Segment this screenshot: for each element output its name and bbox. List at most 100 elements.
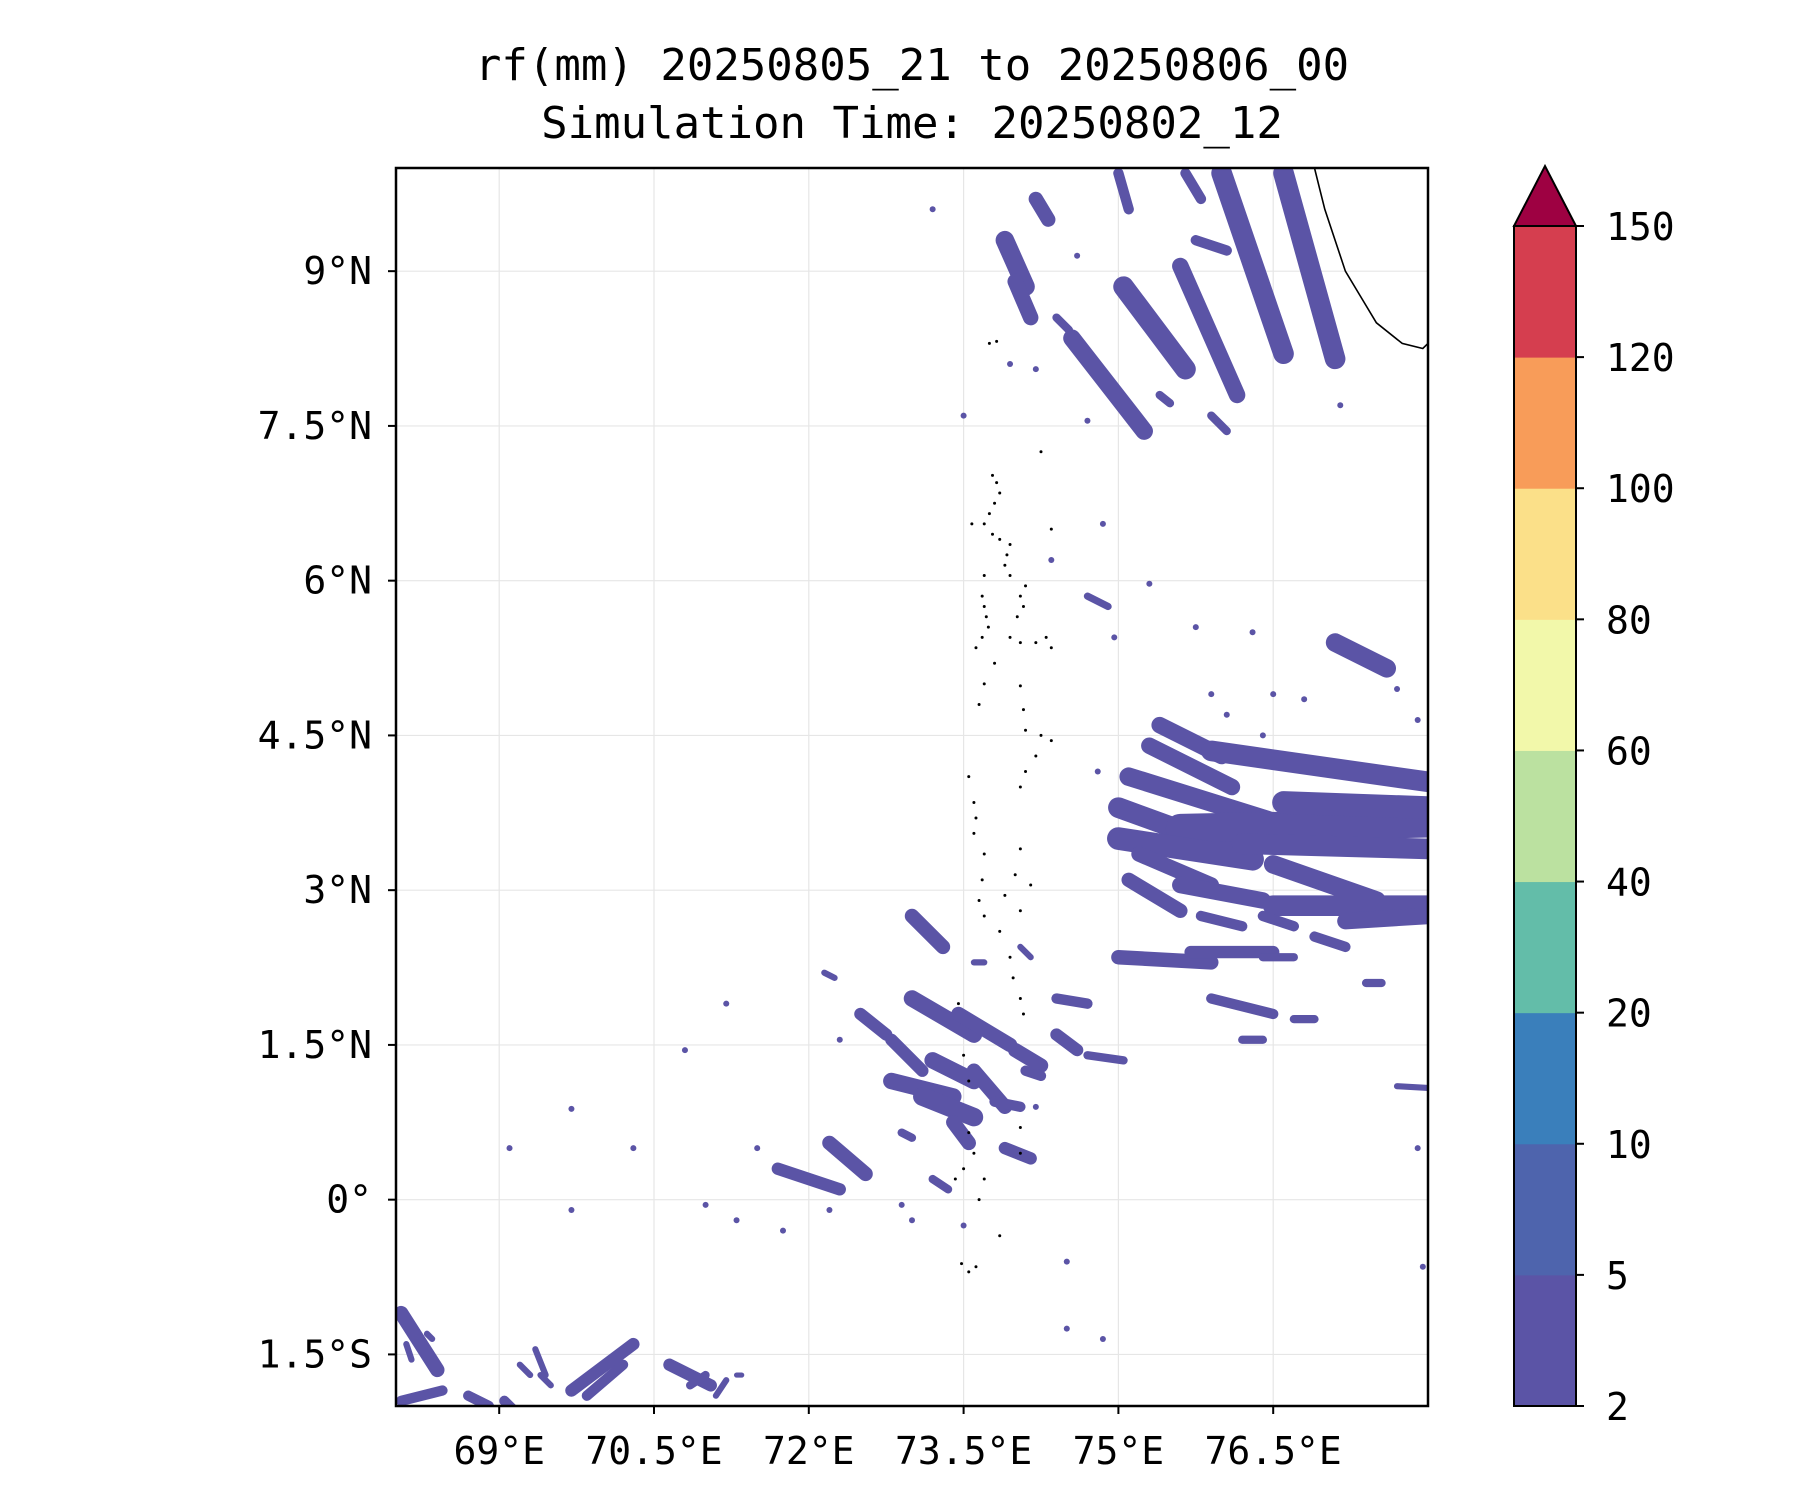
colorbar-segment [1514,1274,1576,1407]
rain-band [1113,168,1134,215]
rain-band [1113,276,1196,380]
rain-spot [1249,629,1256,636]
colorbar-tick-label: 150 [1606,205,1675,249]
coastlines [953,168,1428,1274]
island-outline [1003,893,1007,897]
colorbar-segment [1514,1143,1576,1276]
x-tick-label: 70.5°E [585,1429,722,1473]
rain-spot [1301,696,1308,703]
rain-band [885,1033,929,1077]
rain-band [1007,273,1039,326]
colorbar-segment [1514,357,1576,489]
rain-band [1121,872,1188,919]
rain-band [1206,993,1279,1020]
x-tick-label: 69°E [453,1429,545,1473]
rain-band [1131,846,1220,893]
island-outline [1018,847,1022,851]
rain-spot [1394,685,1401,692]
rain-spot [723,1000,730,1007]
rain-band [903,990,983,1043]
rain-band [1155,390,1175,408]
island-outline [1013,873,1017,877]
island-outline [980,594,984,598]
rain-band [1083,1051,1128,1065]
island-outline [1024,584,1028,588]
island-outline [995,339,999,343]
rain-band [1063,329,1153,440]
island-outline [974,1265,978,1269]
colorbar-tick-label: 10 [1606,1123,1652,1167]
colorbar: 2 5 10 20 40 60 80 100 120 150 [1512,163,1675,1429]
rain-band [1309,931,1351,953]
coastline-india [1313,168,1428,350]
y-tick-label: 6°N [303,559,372,603]
rain-band [1017,943,1034,961]
rain-band [946,1115,976,1151]
island-outline [982,682,986,686]
rain-band [532,1346,549,1379]
rainfall-contours [396,168,1428,1406]
colorbar-segment [1514,619,1576,751]
rain-band [1272,791,1428,819]
island-outline [967,775,971,779]
island-outline [1005,553,1009,557]
island-outline [982,914,986,918]
island-outline [1039,450,1043,454]
rain-spot [909,1217,915,1224]
island-outline [977,898,981,902]
colorbar-segment [1514,1012,1576,1145]
island-outline [974,646,978,650]
rain-band [904,908,951,955]
rain-spot [1032,366,1039,373]
island-outline [1018,1125,1022,1129]
rain-spot [1208,691,1215,698]
rain-spot [929,206,936,213]
rain-spot [1270,691,1277,698]
island-outline [1018,641,1022,645]
rain-band [1052,313,1073,335]
rain-band [1211,168,1294,365]
island-outline [990,532,994,536]
island-outline [998,537,1002,541]
rain-spot [1032,1103,1039,1110]
colorbar-segment [1514,881,1576,1014]
island-outline [982,852,986,856]
colorbar-segment [1514,488,1576,620]
rain-spot [754,1145,761,1152]
colorbar-tick-label: 5 [1606,1254,1629,1298]
x-tick-label: 72°E [763,1429,855,1473]
island-outline [1018,1151,1022,1155]
island-outline [987,341,991,345]
rain-spot [1063,1258,1070,1265]
rain-band [821,969,838,981]
rain-spot [898,1201,905,1208]
rain-band [1190,235,1232,256]
rain-spot [1084,417,1091,424]
y-tick-label: 3°N [303,868,372,912]
rain-band [1195,910,1248,932]
y-tick-label: 1.5°S [258,1332,372,1376]
island-outline [982,522,986,526]
rain-band [924,1052,983,1090]
rain-band [1337,907,1428,930]
island-outline [977,702,981,706]
island-outline [962,1167,966,1171]
island-outline [986,625,990,629]
rain-spot [836,1036,843,1043]
y-tick-label: 4.5°N [258,713,372,757]
rain-spot [681,1047,688,1054]
rain-band [854,1007,893,1041]
rain-spot [1223,711,1230,718]
rain-spot [1414,1145,1421,1152]
rain-spot [1094,768,1101,775]
island-outline [972,831,976,835]
rain-spot [568,1105,575,1112]
rain-spot [960,1222,967,1229]
y-tick-label: 7.5°N [258,404,372,448]
colorbar-tick-label: 100 [1606,467,1675,511]
rain-band [1007,1042,1049,1073]
rain-band [1165,808,1428,843]
island-outline [1021,708,1025,712]
y-tick-label: 9°N [303,249,372,293]
rain-band [913,1087,984,1127]
